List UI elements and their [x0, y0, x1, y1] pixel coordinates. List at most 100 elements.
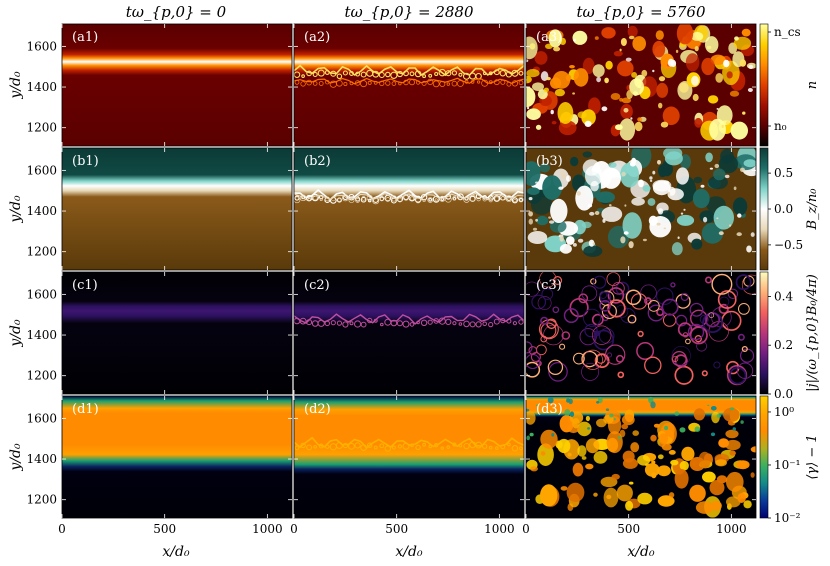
kh-finger: [306, 319, 313, 326]
kh-finger: [330, 196, 336, 202]
y-tick-label: 1600: [26, 411, 57, 425]
kh-finger: [440, 446, 445, 450]
turbulent-structure: [560, 170, 565, 176]
kh-finger: [360, 444, 367, 451]
kh-finger: [384, 445, 392, 452]
kh-finger: [348, 197, 355, 204]
turbulent-structure: [593, 451, 608, 464]
turbulent-structure: [596, 191, 615, 203]
turbulent-structure: [570, 156, 579, 167]
kh-finger: [513, 198, 517, 203]
kh-finger: [458, 322, 463, 326]
current-filament: [647, 300, 660, 312]
turbulent-structure: [583, 245, 603, 257]
turbulent-structure: [585, 463, 594, 470]
turbulent-structure: [729, 450, 736, 456]
turbulent-structure: [527, 231, 548, 244]
turbulent-structure: [540, 429, 558, 449]
kh-finger: [396, 70, 404, 78]
y-tick-label: 1400: [26, 452, 57, 466]
turbulent-structure: [548, 29, 562, 48]
turbulent-structure: [632, 430, 639, 436]
kh-finger: [397, 444, 403, 449]
turbulent-structure: [535, 124, 542, 130]
turbulent-structure: [653, 423, 660, 428]
turbulent-structure: [622, 212, 642, 239]
colorbar-label-4: ⟨γ⟩ − 1: [805, 434, 820, 479]
turbulent-structure: [655, 30, 664, 40]
kh-finger: [512, 321, 518, 326]
turbulent-structure: [740, 420, 744, 424]
kh-finger: [500, 196, 505, 201]
turbulent-structure: [526, 36, 538, 60]
kh-finger: [482, 71, 487, 76]
turbulent-structure: [657, 465, 671, 477]
turbulent-structure: [698, 451, 711, 469]
turbulent-structure: [656, 82, 669, 98]
x-axis-label-3: x/d₀: [627, 544, 655, 560]
turbulent-structure: [585, 438, 600, 454]
kh-finger: [445, 70, 452, 77]
kh-finger: [403, 79, 409, 86]
kh-finger: [500, 318, 506, 324]
kh-finger: [487, 194, 494, 201]
current-filament: [713, 361, 721, 369]
turbulent-structure: [694, 46, 699, 52]
turbulent-structure: [569, 411, 575, 418]
turbulent-structure: [631, 197, 645, 206]
turbulent-structure: [528, 218, 533, 225]
turbulent-structure: [743, 500, 752, 509]
kh-finger: [355, 71, 361, 77]
kh-finger: [342, 194, 349, 201]
kh-finger: [505, 195, 513, 203]
turbulent-structure: [605, 408, 610, 412]
current-filament: [547, 359, 564, 375]
panel-label: (a1): [72, 30, 98, 45]
panel-label: (c3): [536, 278, 562, 293]
turbulent-structure: [664, 425, 669, 431]
current-filament: [541, 288, 554, 300]
y-tick-label: 1200: [26, 493, 57, 507]
kh-finger: [325, 444, 330, 449]
turbulent-structure: [582, 57, 595, 75]
y-tick-label: 1200: [26, 369, 57, 383]
turbulent-structure: [569, 65, 575, 69]
turbulent-structure: [707, 404, 710, 407]
turbulent-structure: [551, 121, 557, 125]
current-filament: [711, 273, 733, 295]
turbulent-structure: [685, 53, 700, 72]
turbulent-structure: [572, 243, 577, 247]
turbulent-structure: [718, 231, 724, 236]
kh-finger: [360, 80, 368, 88]
turbulent-structure: [596, 76, 601, 83]
kh-finger: [500, 444, 506, 450]
interface-perturbation: [294, 192, 524, 201]
panel-background: [526, 272, 756, 394]
turbulent-structure: [726, 471, 744, 492]
current-filament: [553, 276, 563, 286]
kh-finger: [379, 195, 385, 201]
kh-finger: [482, 321, 488, 327]
panel-frame: [525, 271, 757, 395]
panel-grid: (a1) (a2) (a3) (b1) (b2) (b3) (c1) (c2) (c3) (d1)…: [62, 24, 756, 518]
turbulent-structure: [557, 438, 571, 454]
turbulent-structure: [615, 124, 623, 131]
turbulent-structure: [742, 111, 746, 115]
turbulent-structure: [642, 238, 647, 242]
turbulent-structure: [628, 481, 634, 485]
kh-finger: [380, 322, 384, 327]
turbulent-structure: [642, 185, 651, 192]
kh-finger: [518, 197, 524, 202]
colorbar-3: [759, 271, 769, 395]
kh-finger: [408, 79, 415, 86]
turbulent-structure: [637, 117, 643, 122]
turbulent-structure: [658, 76, 666, 82]
panel-label: (b1): [72, 154, 99, 169]
current-filament: [581, 362, 600, 381]
turbulent-structure: [540, 451, 546, 456]
turbulent-structure: [603, 487, 619, 508]
turbulent-structure: [637, 455, 651, 466]
kh-finger: [506, 318, 512, 324]
current-filament: [701, 370, 708, 377]
